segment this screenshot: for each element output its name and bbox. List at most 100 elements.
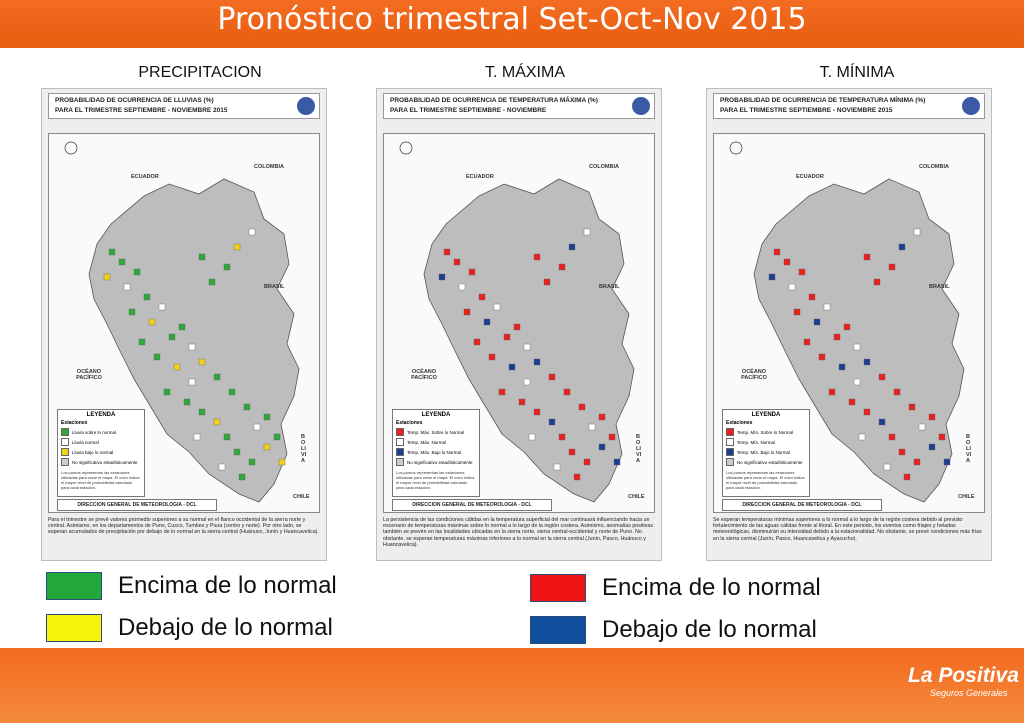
station-marker xyxy=(488,353,496,361)
station-marker xyxy=(188,343,196,351)
legend-precip-below: Debajo de lo normal xyxy=(46,614,333,642)
station-marker xyxy=(253,423,261,431)
station-marker xyxy=(548,373,556,381)
station-marker xyxy=(558,433,566,441)
legend-swatch xyxy=(396,438,404,446)
station-marker xyxy=(853,378,861,386)
label-chile: CHILE xyxy=(293,494,310,500)
station-marker xyxy=(598,443,606,451)
footer-agency: DIRECCION GENERAL DE METEOROLOGIA - DCL xyxy=(77,502,197,508)
station-marker xyxy=(468,268,476,276)
label-colombia: COLOMBIA xyxy=(254,164,284,170)
map-legend: LEYENDA Estaciones Temp. Mín. Sobre lo Nor… xyxy=(722,409,810,497)
station-marker xyxy=(828,388,836,396)
station-marker xyxy=(608,433,616,441)
label-bolivia: BOLIVIA xyxy=(301,434,307,464)
station-marker xyxy=(193,433,201,441)
station-marker xyxy=(878,373,886,381)
senamhi-seal-icon xyxy=(297,97,315,115)
legend-item: Temp. Máx. Sobre lo Normal xyxy=(396,428,476,436)
station-marker xyxy=(188,378,196,386)
station-marker xyxy=(183,398,191,406)
station-marker xyxy=(263,443,271,451)
legend-item-label: Temp. Máx. Sobre lo Normal xyxy=(407,429,465,435)
map-title: PROBABILIDAD DE OCURRENCIA DE LLUVIAS (%… xyxy=(55,97,214,104)
legend-note: Los puntos representan las estaciones ut… xyxy=(726,470,805,490)
map-header: PROBABILIDAD DE OCURRENCIA DE TEMPERATUR… xyxy=(383,93,655,119)
blue-swatch xyxy=(530,616,586,644)
map-header: PROBABILIDAD DE OCURRENCIA DE LLUVIAS (%… xyxy=(48,93,320,119)
station-marker xyxy=(833,333,841,341)
legend-subtitle: Estaciones xyxy=(61,420,88,426)
legend-item-label: No significativo estadísticamente xyxy=(737,459,803,465)
north-arrow-icon xyxy=(399,141,413,155)
station-marker xyxy=(233,243,241,251)
station-marker xyxy=(523,378,531,386)
station-marker xyxy=(108,248,116,256)
station-marker xyxy=(563,388,571,396)
legend-subtitle: Estaciones xyxy=(396,420,423,426)
station-marker xyxy=(528,433,536,441)
senamhi-seal-icon xyxy=(632,97,650,115)
legend-label: Encima de lo normal xyxy=(602,574,821,601)
column-label-tmax: T. MÁXIMA xyxy=(484,64,565,81)
station-marker xyxy=(808,293,816,301)
legend-item: Temp. Mín. Bajo lo Normal xyxy=(726,448,806,456)
legend-swatch xyxy=(396,458,404,466)
station-marker xyxy=(913,458,921,466)
station-marker xyxy=(143,293,151,301)
peru-outline xyxy=(753,178,965,503)
station-marker xyxy=(838,363,846,371)
station-marker xyxy=(773,248,781,256)
legend-swatch xyxy=(726,438,734,446)
station-marker xyxy=(938,433,946,441)
legend-label: Debajo de lo normal xyxy=(118,614,333,641)
station-marker xyxy=(273,433,281,441)
station-marker xyxy=(173,363,181,371)
legend-item-label: Lluvia bajo lo normal xyxy=(72,449,114,455)
label-ecuador: ECUADOR xyxy=(131,174,159,180)
station-marker xyxy=(783,258,791,266)
station-marker xyxy=(243,403,251,411)
station-marker xyxy=(498,388,506,396)
legend-item-label: Temp. Máx. Normal xyxy=(407,439,447,445)
station-marker xyxy=(473,338,481,346)
station-marker xyxy=(863,408,871,416)
legend-item-label: Temp. Mín. Bajo lo Normal xyxy=(737,449,791,455)
station-marker xyxy=(438,273,446,281)
legend-temp-below: Debajo de lo normal xyxy=(530,616,817,644)
station-marker xyxy=(903,473,911,481)
legend-swatch xyxy=(61,458,69,466)
station-marker xyxy=(888,433,896,441)
legend-swatch xyxy=(726,458,734,466)
legend-item: Temp. Máx. Bajo lo Normal xyxy=(396,448,476,456)
station-marker xyxy=(533,408,541,416)
legend-title: LEYENDA xyxy=(751,412,781,418)
station-marker xyxy=(238,473,246,481)
station-marker xyxy=(553,463,561,471)
legend-item-label: Temp. Mín. Sobre lo Normal xyxy=(737,429,794,435)
legend-label: Encima de lo normal xyxy=(118,572,337,599)
label-ecuador: ECUADOR xyxy=(466,174,494,180)
station-marker xyxy=(463,308,471,316)
station-marker xyxy=(263,413,271,421)
station-marker xyxy=(133,268,141,276)
station-marker xyxy=(503,333,511,341)
station-marker xyxy=(198,253,206,261)
legend-item: Temp. Mín. Sobre lo Normal xyxy=(726,428,806,436)
station-marker xyxy=(103,273,111,281)
legend-item-label: Temp. Mín. Normal xyxy=(737,439,776,445)
legend-item: Temp. Mín. Normal xyxy=(726,438,806,446)
station-marker xyxy=(573,473,581,481)
map-subtitle: PARA EL TRIMESTRE SEPTIEMBRE - NOVIEMBRE… xyxy=(720,107,893,114)
station-marker xyxy=(248,458,256,466)
legend-item: No significativo estadísticamente xyxy=(726,458,806,466)
legend-item-label: No significativo estadísticamente xyxy=(407,459,473,465)
station-marker xyxy=(198,358,206,366)
slide-title: Pronóstico trimestral Set-Oct-Nov 2015 xyxy=(217,2,807,37)
station-marker xyxy=(858,433,866,441)
station-marker xyxy=(823,303,831,311)
label-bolivia: BOLIVIA xyxy=(966,434,972,464)
legend-swatch xyxy=(61,428,69,436)
legend-swatch xyxy=(396,428,404,436)
